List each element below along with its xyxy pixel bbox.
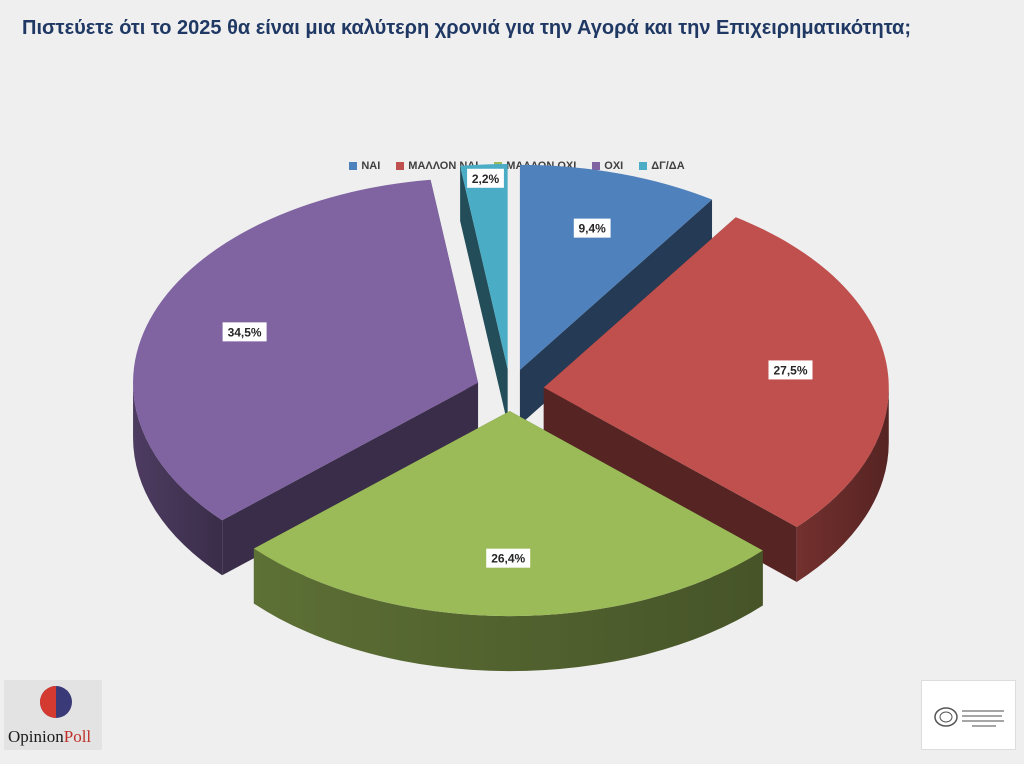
data-label-text: 34,5% — [228, 325, 262, 339]
seal-logo-icon — [934, 707, 1004, 727]
data-label: 2,2% — [467, 168, 504, 188]
legend-label: ΟΧΙ — [604, 160, 624, 172]
chart-title: Πιστεύετε ότι το 2025 θα είναι μια καλύτ… — [22, 17, 912, 39]
pie-slice — [133, 179, 479, 576]
pie-slice-side — [460, 165, 508, 424]
data-label-box — [222, 322, 267, 342]
data-label-box — [467, 168, 504, 188]
pie-slice-edge — [796, 387, 889, 582]
pie-slice-edge — [133, 382, 223, 576]
data-label-box — [768, 360, 813, 380]
pie-slice-top — [519, 164, 713, 370]
legend-swatch — [592, 162, 601, 170]
legend-swatch — [349, 162, 358, 170]
pie-slice-top — [133, 179, 479, 521]
data-label: 27,5% — [768, 360, 813, 380]
legend-swatch — [396, 162, 405, 170]
data-label-text: 27,5% — [773, 363, 807, 377]
data-label: 26,4% — [486, 548, 531, 568]
pie-slice-top — [460, 163, 508, 369]
pie-slice — [253, 411, 763, 672]
pie-slice — [543, 217, 889, 582]
legend-label: ΝΑΙ — [361, 160, 381, 172]
pie-slice-side — [222, 382, 479, 576]
legend-label: ΔΓ/ΔΑ — [651, 160, 685, 172]
data-label-text: 9,4% — [579, 222, 607, 236]
pie-slice-edge — [253, 548, 763, 672]
opinion-poll-logo-icon — [40, 686, 72, 718]
seal-logo — [921, 680, 1016, 750]
data-label: 34,5% — [222, 322, 267, 342]
opinion-poll-logo: OpinionPoll — [4, 680, 102, 750]
legend-swatch — [639, 162, 648, 170]
pie-slice-top — [543, 217, 889, 527]
data-label: 9,4% — [573, 218, 611, 238]
pie-slice — [460, 163, 508, 424]
opinion-poll-logo-text: OpinionPoll — [8, 727, 92, 746]
data-label-text: 26,4% — [491, 552, 525, 566]
legend-item: ΔΓ/ΔΑ — [639, 160, 685, 172]
data-label-text: 2,2% — [472, 172, 500, 186]
pie-slice-side — [543, 387, 797, 582]
pie-slice-top — [253, 411, 763, 617]
legend-item: ΟΧΙ — [592, 160, 623, 172]
legend-item: ΝΑΙ — [349, 160, 380, 172]
data-label-box — [573, 218, 611, 238]
data-label-box — [486, 548, 531, 568]
